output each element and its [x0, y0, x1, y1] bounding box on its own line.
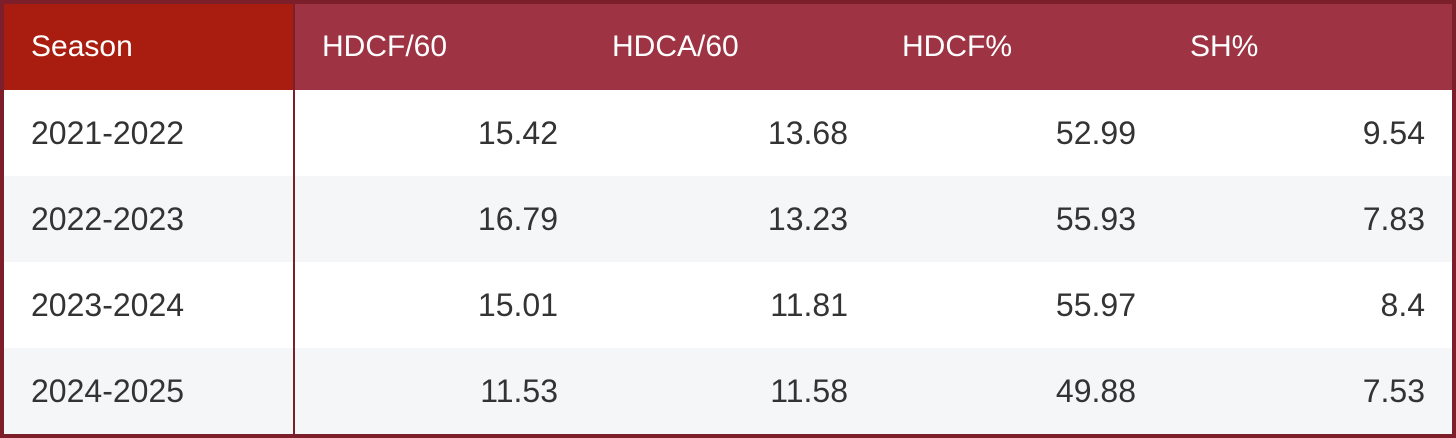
value-cell: 49.88 [875, 348, 1163, 434]
season-cell: 2023-2024 [4, 262, 295, 348]
value-cell: 52.99 [1055, 114, 1136, 151]
column-header: HDCA/60 [585, 4, 875, 90]
value-cell: 15.01 [477, 286, 558, 323]
value-cell: 55.93 [875, 176, 1163, 262]
season-cell: 2021-2022 [4, 90, 295, 176]
season-cell: 2022-2023 [4, 176, 295, 262]
value-cell: 8.4 [1380, 286, 1425, 323]
table-row: 2024-2025 11.53 11.58 49.88 7.53 [4, 348, 1452, 434]
value-cell: 7.53 [1163, 348, 1452, 434]
value-cell: 11.81 [770, 286, 848, 323]
value-cell: 16.79 [294, 176, 585, 262]
value-cell: 11.53 [294, 348, 585, 434]
column-header: Season [4, 4, 295, 90]
table-row: 2023-2024 15.01 11.81 55.97 8.4 [4, 262, 1452, 348]
season-cell: 2024-2025 [4, 348, 295, 434]
stats-table: Season HDCF/60 HDCA/60 HDCF% SH% 2021-2022 15… [4, 4, 1453, 434]
value-cell: 11.58 [585, 348, 875, 434]
column-header: HDCF% [875, 4, 1163, 90]
value-cell: 13.23 [585, 176, 875, 262]
header-row: Season HDCF/60 HDCA/60 HDCF% SH% [4, 4, 1452, 90]
table-row: 2022-2023 16.79 13.23 55.93 7.83 [4, 176, 1452, 262]
column-header: HDCF/60 [294, 4, 585, 90]
value-cell: 7.83 [1163, 176, 1452, 262]
value-cell: 55.97 [1055, 286, 1136, 323]
value-cell: 9.54 [1362, 114, 1425, 151]
column-header: SH% [1163, 4, 1452, 90]
value-cell: 15.42 [477, 114, 558, 151]
value-cell: 13.68 [767, 114, 848, 151]
table-row: 2021-2022 15.42 13.68 52.99 9.54 [4, 90, 1452, 176]
